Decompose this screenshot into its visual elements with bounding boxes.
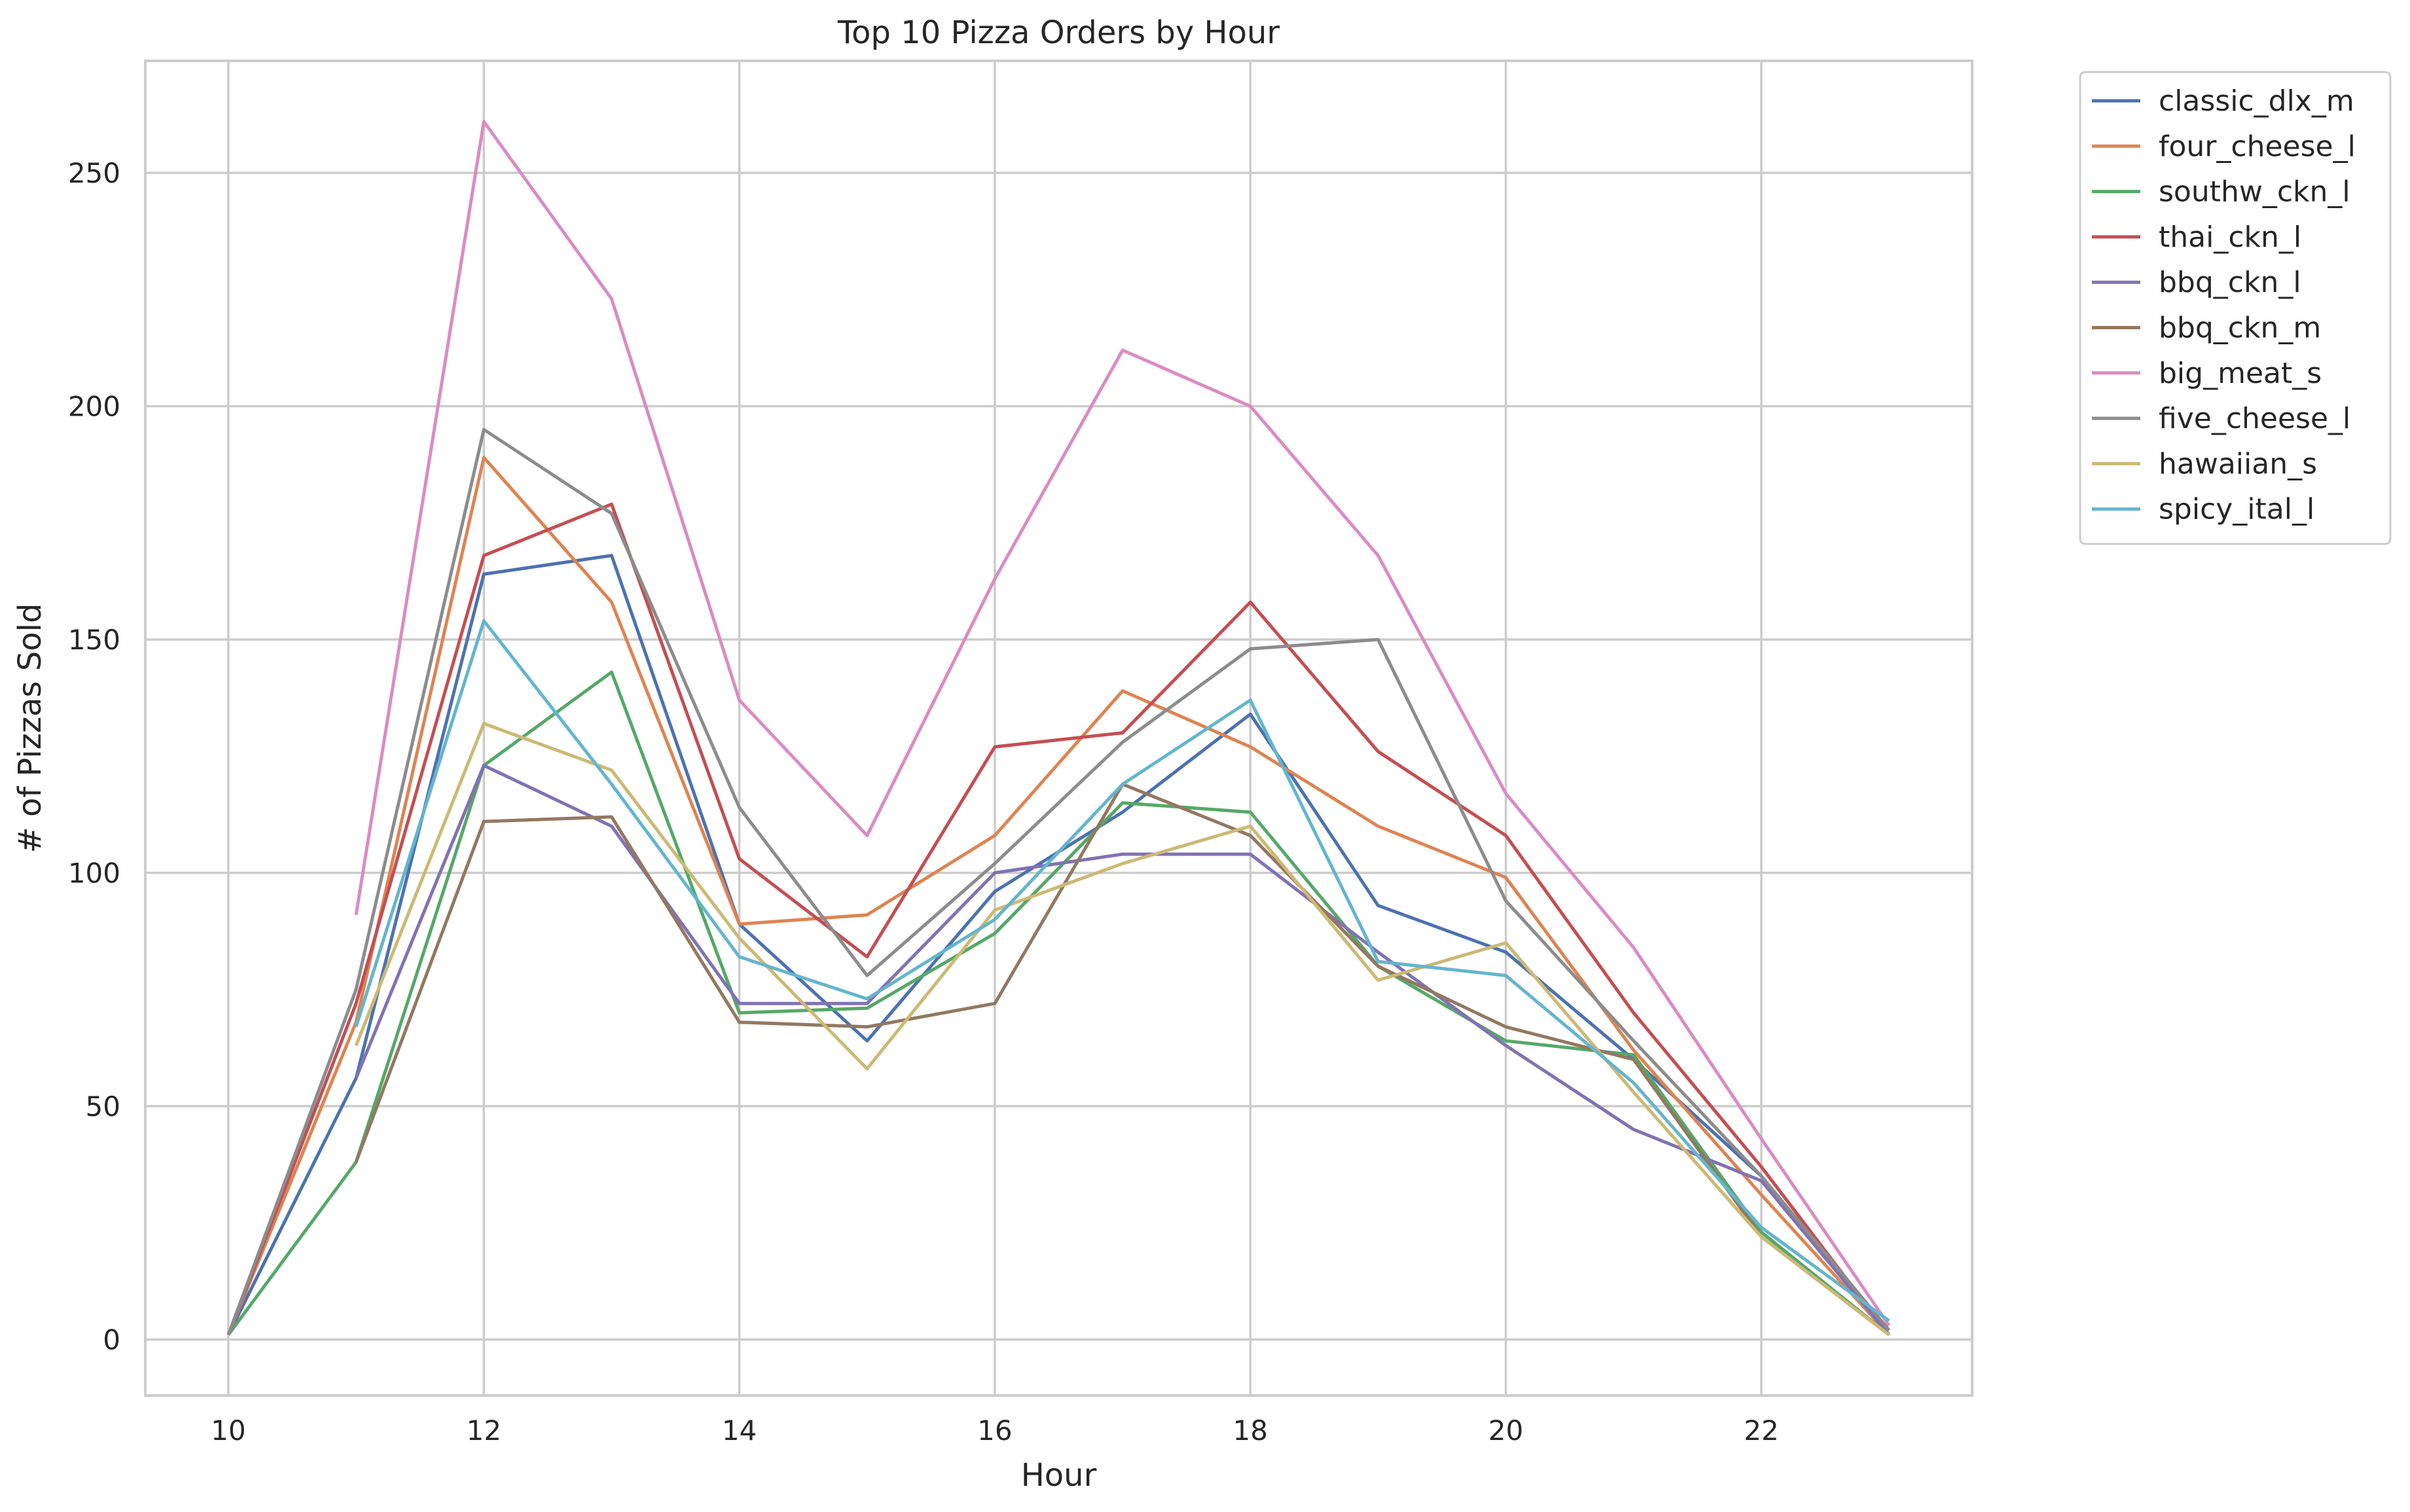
legend: classic_dlx_m four_cheese_l southw_ckn_lth… (2079, 71, 2392, 545)
series-line-big_meat_s (354, 120, 1891, 1327)
chart-title: Top 10 Pizza Orders by Hour (837, 14, 1280, 51)
legend-label: big_meat_s (2159, 357, 2322, 390)
x-tick-label: 22 (1744, 1414, 1778, 1447)
legend-box (2079, 71, 2392, 545)
y-tick-label: 50 (86, 1090, 120, 1123)
x-axis-label: Hour (1021, 1457, 1097, 1494)
legend-label: thai_ckn_l (2159, 221, 2301, 254)
plot-frame (144, 60, 1973, 1397)
y-tick-label: 150 (68, 624, 120, 656)
grid-lines (145, 61, 1972, 1395)
y-tick-label: 0 (103, 1323, 120, 1356)
legend-label: bbq_ckn_m (2159, 312, 2321, 345)
x-tick-label: 16 (977, 1414, 1012, 1447)
x-tick-label: 14 (722, 1414, 757, 1447)
series-line-bbq_ckn_l (354, 764, 1891, 1336)
series-line-five_cheese_l (226, 427, 1891, 1336)
legend-label: four_cheese_l (2159, 130, 2356, 163)
series-line-spicy_ital_l (354, 619, 1890, 1322)
y-tick-label: 100 (68, 857, 120, 890)
legend-label: spicy_ital_l (2159, 493, 2314, 526)
x-tick-labels: 10 12 14 16 18 20 22 (211, 1414, 1779, 1447)
series-line-four_cheese_l (226, 456, 1890, 1336)
y-axis-label: # of Pizzas Sold (12, 603, 48, 854)
x-tick-label: 10 (211, 1414, 245, 1447)
y-tick-label: 200 (68, 391, 120, 423)
series-line-thai_ckn_l (226, 502, 1891, 1336)
series-line-hawaiian_s (354, 721, 1890, 1337)
series-lines (226, 120, 1891, 1337)
x-tick-label: 12 (466, 1414, 501, 1447)
y-tick-label: 250 (68, 157, 120, 189)
legend-label: classic_dlx_m (2159, 84, 2354, 118)
legend-label: southw_ckn_l (2159, 175, 2350, 209)
legend-label: bbq_ckn_l (2159, 266, 2301, 299)
x-tick-label: 18 (1233, 1414, 1268, 1447)
x-tick-label: 20 (1488, 1414, 1523, 1447)
legend-label: hawaiian_s (2159, 447, 2317, 480)
legend-label: five_cheese_l (2159, 402, 2350, 435)
y-tick-labels: 0 50 100 150 200 250 (68, 157, 120, 1356)
